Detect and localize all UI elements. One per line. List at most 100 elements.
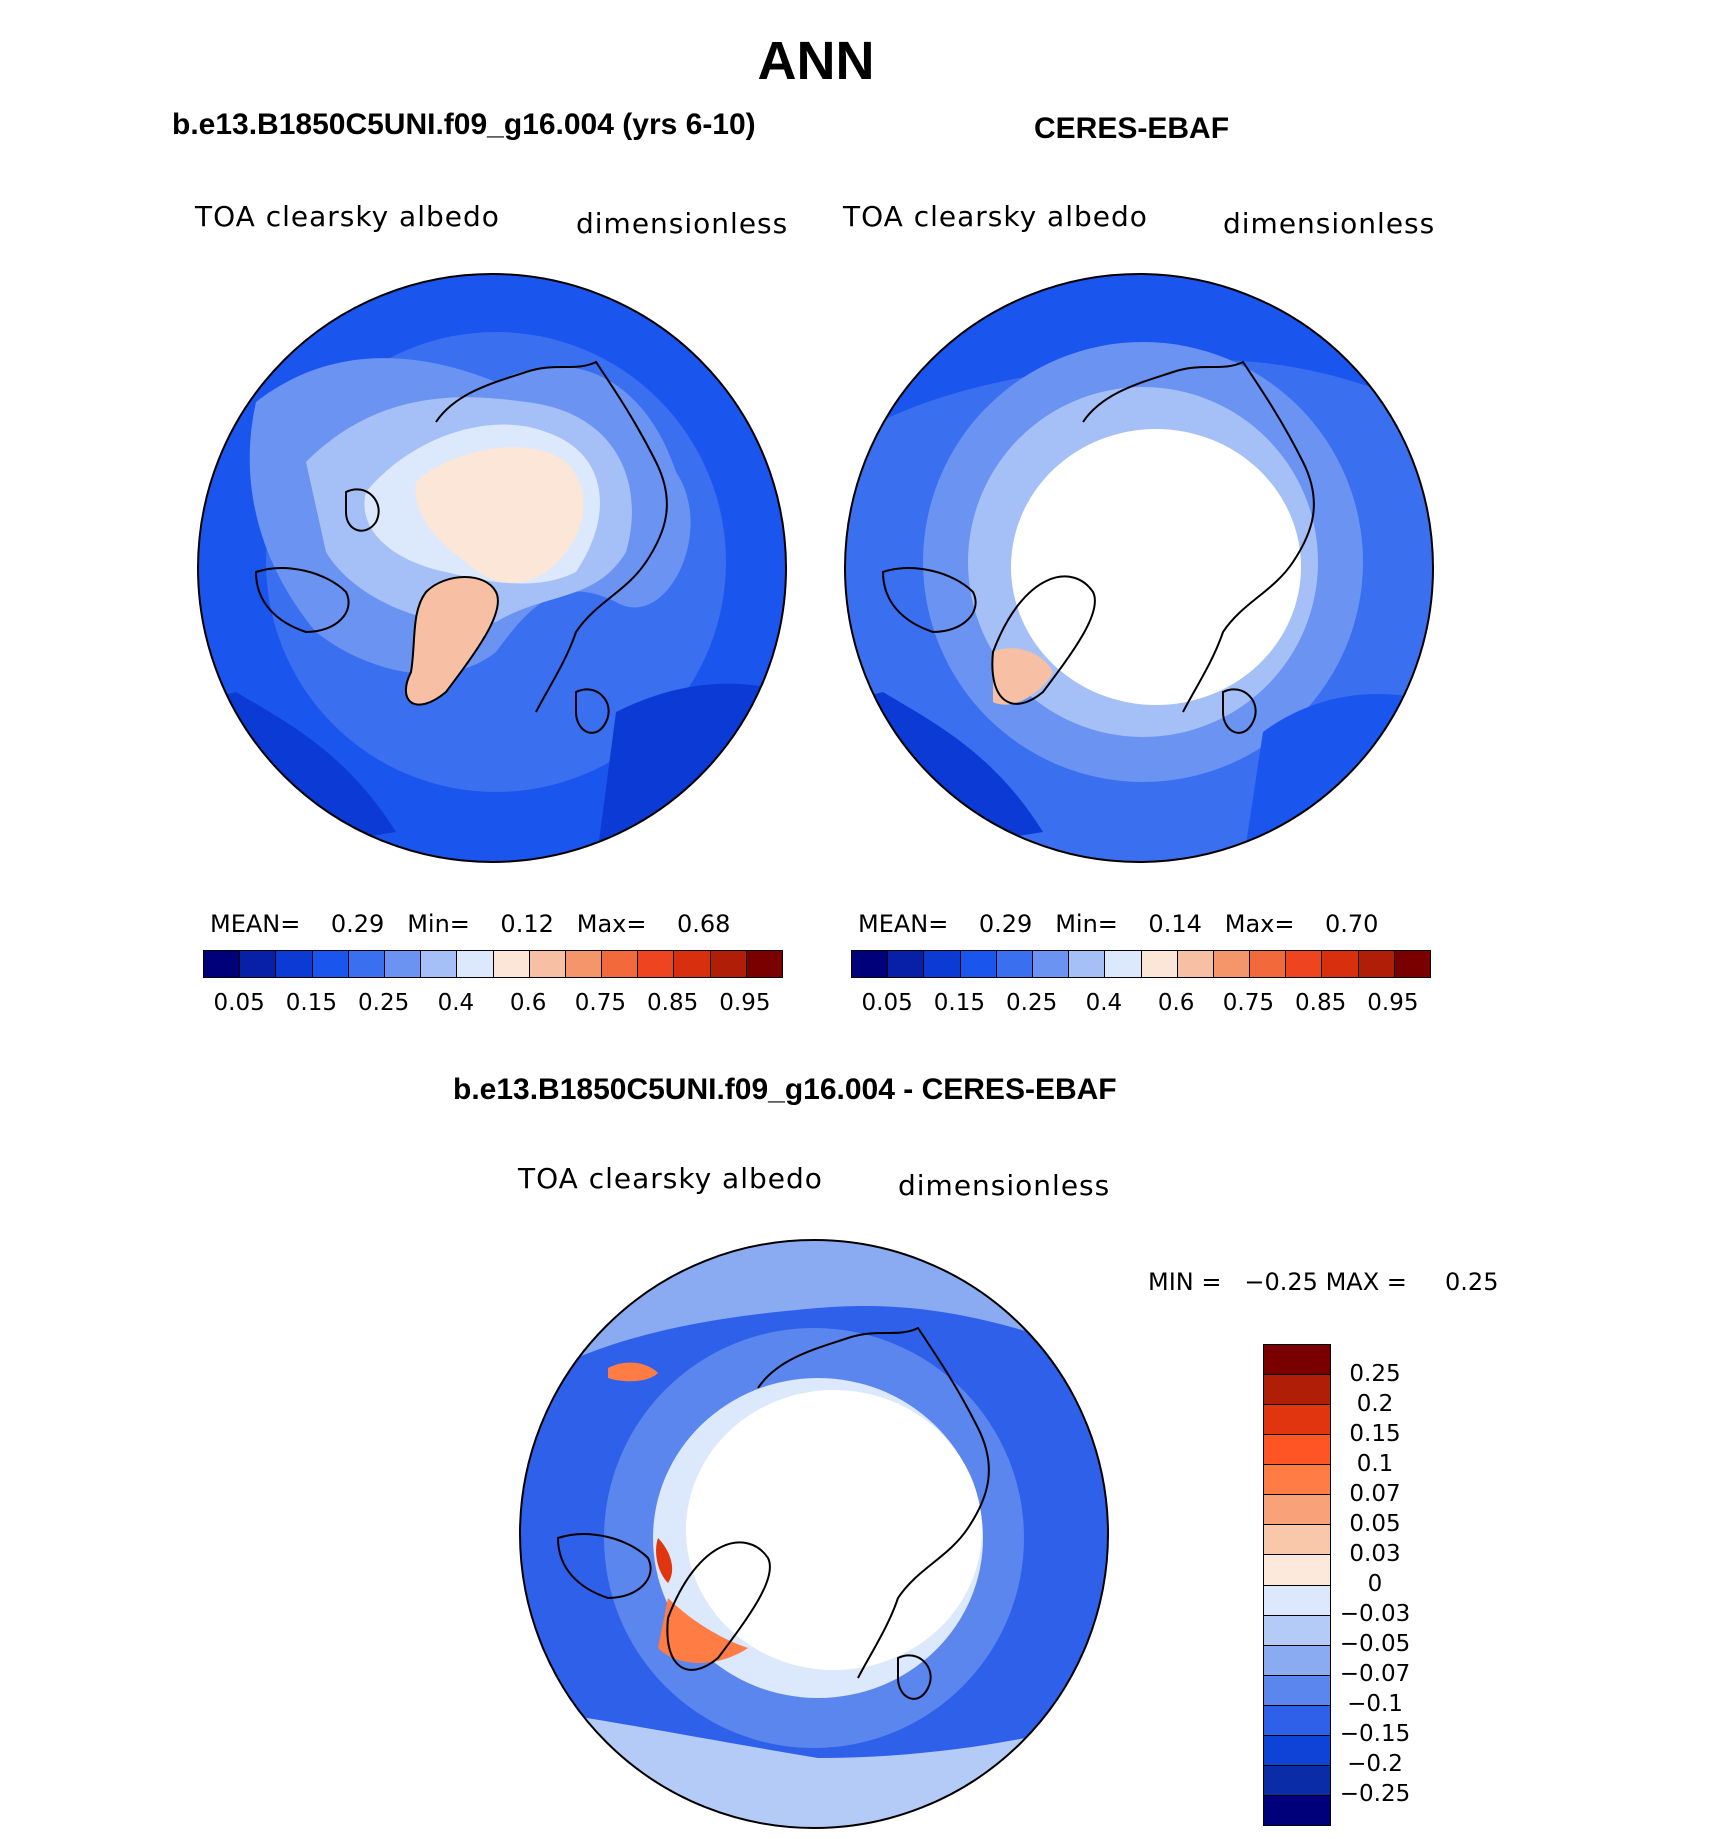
colorbar-tick-label: −0.25 xyxy=(1339,1781,1411,1807)
colorbar-swatch xyxy=(1264,1525,1330,1556)
colorbar-swatch xyxy=(1264,1465,1330,1496)
colorbar-tick-label: 0.05 xyxy=(861,990,913,1016)
page-title: ANN xyxy=(757,31,875,91)
panel-1-title: b.e13.B1850C5UNI.f09_g16.004 (yrs 6-10) xyxy=(172,108,756,141)
max-value: 0.70 xyxy=(1325,910,1379,938)
colorbar-tick-label: 0.05 xyxy=(213,990,265,1016)
mean-label: MEAN= xyxy=(858,910,949,938)
colorbar-swatch xyxy=(1264,1435,1330,1466)
colorbar-tick-label: 0.15 xyxy=(285,990,337,1016)
colorbar-swatch xyxy=(1358,951,1395,977)
colorbar-swatch xyxy=(1264,1705,1330,1736)
colorbar-tick-label: 0.85 xyxy=(1295,990,1347,1016)
colorbar-swatch xyxy=(1250,951,1287,977)
colorbar-swatch xyxy=(529,951,566,977)
colorbar-swatch xyxy=(888,951,925,977)
colorbar-swatch xyxy=(1177,951,1214,977)
colorbar-tick-label: −0.05 xyxy=(1339,1631,1411,1657)
panel-1-colorbar-ticks: 0.05 0.15 0.25 0.4 0.6 0.75 0.85 0.95 xyxy=(203,990,781,1020)
colorbar-swatch xyxy=(1322,951,1359,977)
mean-value: 0.29 xyxy=(330,910,385,938)
difference-map xyxy=(519,1239,1109,1829)
colorbar-swatch xyxy=(1264,1765,1330,1796)
colorbar-swatch xyxy=(1264,1345,1330,1376)
colorbar-swatch xyxy=(1105,951,1142,977)
colorbar-tick-label: 0.1 xyxy=(1356,1451,1394,1477)
colorbar-swatch xyxy=(493,951,530,977)
colorbar-swatch xyxy=(1264,1615,1330,1646)
coastlines xyxy=(556,1326,990,1700)
colorbar-swatch xyxy=(960,951,997,977)
max-value: 0.25 xyxy=(1445,1268,1499,1296)
colorbar-swatch xyxy=(1069,951,1106,977)
mean-label: MEAN= xyxy=(210,910,301,938)
panel-2-variable: TOA clearsky albedo xyxy=(843,200,1148,233)
colorbar-tick-label: 0.15 xyxy=(933,990,985,1016)
positive-bias-region xyxy=(608,1362,658,1382)
mean-value: 0.29 xyxy=(978,910,1033,938)
colorbar-tick-label: 0.95 xyxy=(1367,990,1419,1016)
colorbar-tick-label: 0.75 xyxy=(574,990,626,1016)
colorbar-swatch xyxy=(1264,1405,1330,1436)
colorbar-swatch xyxy=(1264,1585,1330,1616)
coastlines xyxy=(254,360,668,734)
colorbar-tick-label: 0.85 xyxy=(647,990,699,1016)
panel-1-variable: TOA clearsky albedo xyxy=(195,200,500,233)
colorbar-tick-label: −0.07 xyxy=(1339,1661,1411,1687)
panel-1-colorbar xyxy=(203,950,783,978)
colorbar-tick-label: 0 xyxy=(1367,1571,1383,1597)
colorbar-swatch xyxy=(276,951,313,977)
colorbar-swatch xyxy=(384,951,422,977)
panel-2-units: dimensionless xyxy=(1223,207,1436,240)
colorbar-tick-label: 0.07 xyxy=(1349,1481,1401,1507)
colorbar-tick-label: 0.6 xyxy=(1157,990,1195,1016)
panel-1-units: dimensionless xyxy=(576,207,789,240)
colorbar-swatch xyxy=(348,951,385,977)
colorbar-tick-label: 0.6 xyxy=(509,990,547,1016)
difference-colorbar xyxy=(1263,1344,1331,1826)
colorbar-swatch xyxy=(457,951,494,977)
colorbar-tick-label: −0.03 xyxy=(1339,1601,1411,1627)
difference-units: dimensionless xyxy=(898,1169,1111,1202)
colorbar-swatch xyxy=(852,951,889,977)
colorbar-swatch xyxy=(996,951,1033,977)
colorbar-swatch xyxy=(1286,951,1323,977)
colorbar-swatch xyxy=(1264,1645,1330,1676)
colorbar-swatch xyxy=(746,951,782,977)
max-label: Max= xyxy=(576,910,647,938)
colorbar-tick-label: 0.25 xyxy=(1006,990,1058,1016)
min-value: −0.25 xyxy=(1244,1268,1318,1296)
panel-2-map xyxy=(844,273,1434,863)
colorbar-swatch xyxy=(312,951,349,977)
colorbar-tick-label: 0.2 xyxy=(1356,1391,1394,1417)
colorbar-tick-label: 0.75 xyxy=(1222,990,1274,1016)
colorbar-swatch xyxy=(1213,951,1251,977)
colorbar-tick-label: −0.15 xyxy=(1339,1721,1411,1747)
map-boundary xyxy=(844,273,1434,863)
colorbar-swatch xyxy=(240,951,277,977)
colorbar-swatch xyxy=(1264,1795,1330,1825)
colorbar-tick-label: 0.25 xyxy=(358,990,410,1016)
difference-colorbar-ticks: 0.25 0.2 0.15 0.1 0.07 0.05 0.03 0 −0.03 −0.05 −0.… xyxy=(1330,1344,1420,1824)
colorbar-swatch xyxy=(602,951,639,977)
min-label: Min= xyxy=(407,910,470,938)
colorbar-swatch xyxy=(1394,951,1430,977)
colorbar-swatch xyxy=(638,951,675,977)
colorbar-tick-label: 0.4 xyxy=(437,990,475,1016)
panel-1-stats: MEAN= 0.29 Min= 0.12 Max= 0.68 xyxy=(210,910,730,938)
colorbar-swatch xyxy=(204,951,241,977)
panel-1-map xyxy=(197,273,787,863)
colorbar-swatch xyxy=(1032,951,1070,977)
colorbar-tick-label: −0.1 xyxy=(1347,1691,1403,1717)
colorbar-swatch xyxy=(1264,1375,1330,1406)
colorbar-swatch xyxy=(565,951,603,977)
colorbar-tick-label: −0.2 xyxy=(1347,1751,1403,1777)
greenland-region xyxy=(405,577,498,705)
panel-2-stats: MEAN= 0.29 Min= 0.14 Max= 0.70 xyxy=(858,910,1378,938)
min-label: Min= xyxy=(1055,910,1118,938)
colorbar-tick-label: 0.05 xyxy=(1349,1511,1401,1537)
colorbar-swatch xyxy=(710,951,747,977)
colorbar-swatch xyxy=(1264,1495,1330,1526)
max-label: MAX = xyxy=(1325,1268,1407,1296)
colorbar-swatch xyxy=(674,951,711,977)
